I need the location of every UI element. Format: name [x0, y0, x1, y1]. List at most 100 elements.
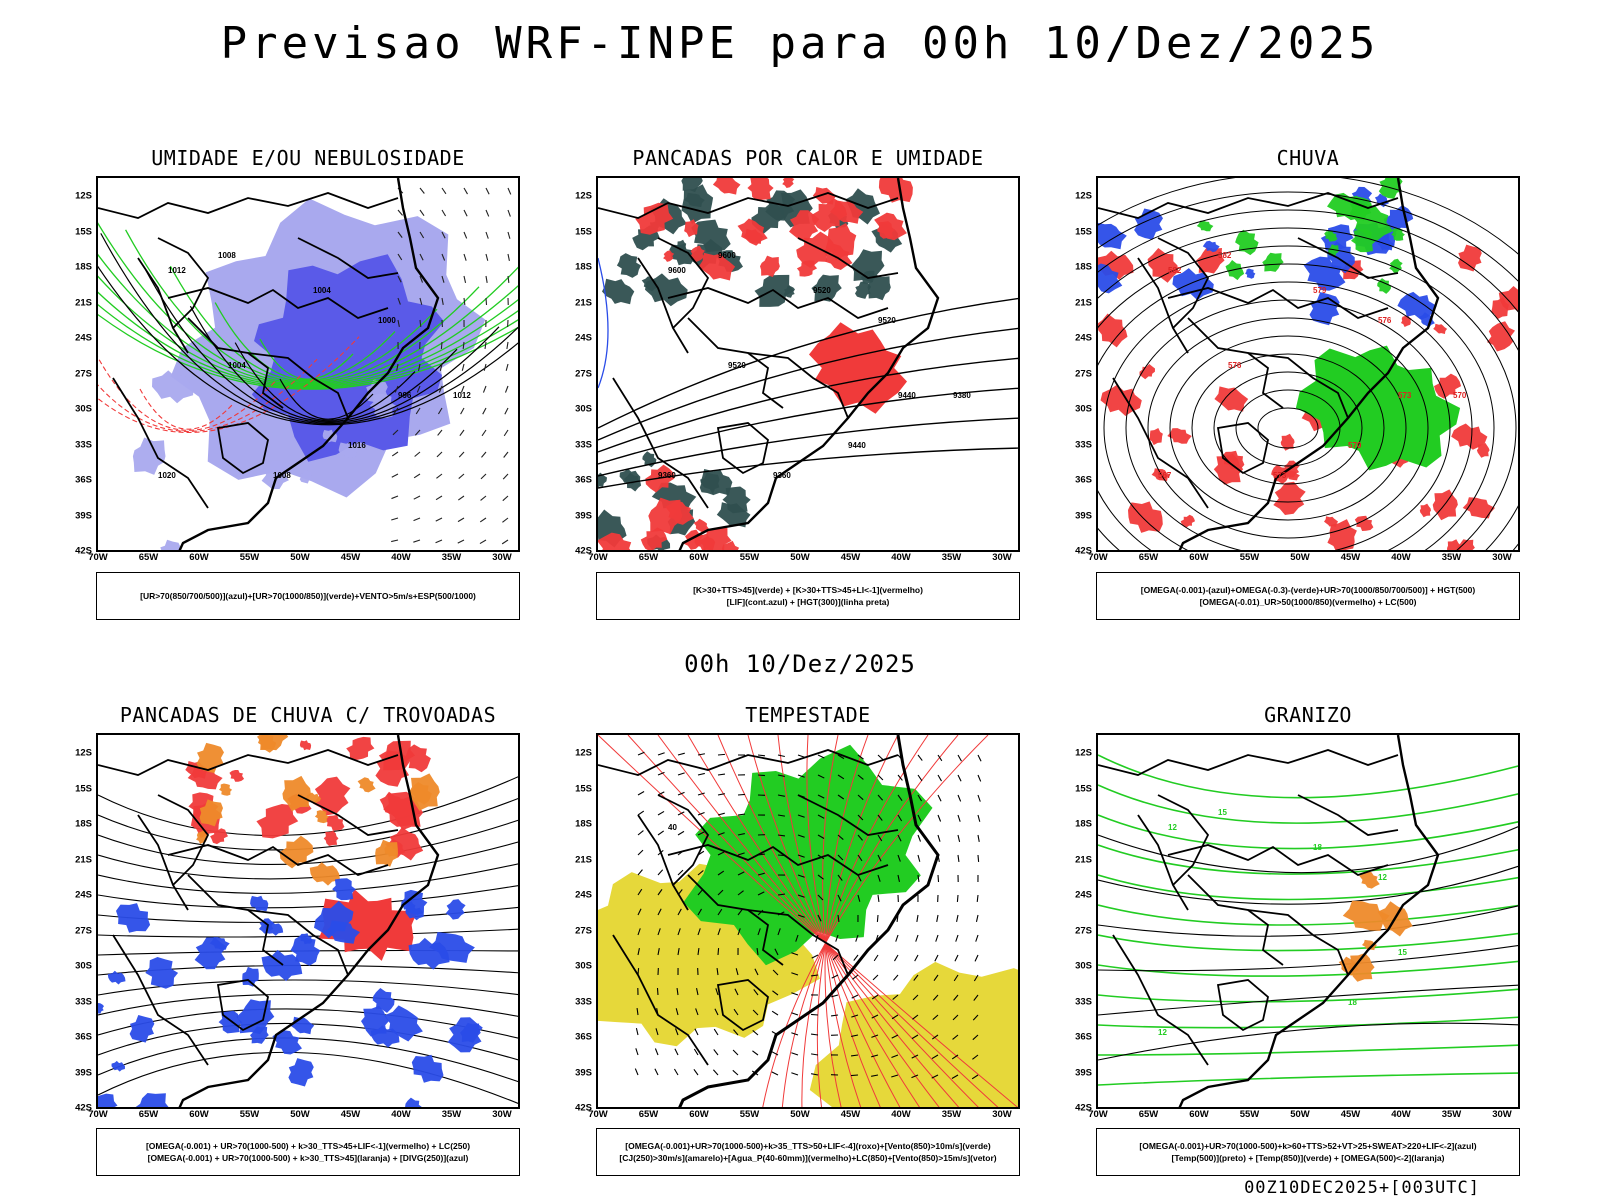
wind-vector [897, 834, 902, 842]
wind-vector [657, 771, 665, 776]
precip-patch [1280, 433, 1295, 451]
wind-vector [937, 774, 942, 782]
lon-tick-label: 40W [891, 552, 911, 563]
wind-vector [507, 253, 510, 261]
footer-stamp: 00Z10DEC2025+[003UTC] [1244, 1178, 1480, 1198]
precip-patch [663, 250, 675, 262]
wind-vector [717, 889, 724, 896]
legend-line: [LIF](cont.azul) + [HGT(300)](linha pret… [726, 597, 890, 607]
wind-vector [481, 429, 487, 437]
precip-patch [389, 827, 424, 861]
wind-vector [712, 1069, 719, 1076]
wind-vector [936, 914, 939, 922]
wind-vector [694, 1028, 699, 1036]
contour-label: 1016 [348, 441, 366, 450]
precip-patch [691, 219, 731, 253]
heavy-rain-area [1295, 345, 1461, 471]
wind-vector [972, 1054, 979, 1060]
precip-patch [783, 285, 795, 298]
precip-patch [323, 830, 339, 846]
contour-label: 573 [1398, 391, 1412, 400]
wind-vector [873, 954, 879, 962]
wind-vector [756, 947, 759, 956]
streamline [98, 993, 518, 1017]
longitude-axis: 70W 65W 60W 55W 50W 45W 40W 35W 30W [88, 552, 520, 566]
wind-vector [482, 385, 487, 393]
precip-patch [1342, 900, 1390, 931]
wind-vector [397, 209, 403, 216]
country-border [167, 844, 389, 876]
wind-vector [932, 1014, 939, 1021]
precip-patch [1476, 442, 1490, 458]
hgt500-contour [1103, 281, 1473, 550]
lat-tick-label: 42S [75, 545, 92, 557]
precip-patch [635, 202, 674, 235]
contour-label: 1000 [378, 316, 396, 325]
temp500-contour [1098, 945, 1518, 972]
contour-label: 15 [1398, 948, 1407, 957]
legend-line: [OMEGA(-0.001)-(azul)+OMEGA(-0.3)-(verde… [1140, 585, 1476, 595]
lon-tick-label: 65W [1138, 1109, 1159, 1120]
wind-vector [417, 363, 421, 371]
contour-label: 12 [1378, 873, 1387, 882]
lon-tick-label: 35W [941, 552, 962, 563]
hgt500-contour [1147, 317, 1429, 539]
precip-patch [460, 1022, 481, 1043]
hgt300-contour [598, 417, 1018, 477]
precip-patch [1487, 321, 1515, 352]
hgt300-contour [598, 447, 1018, 489]
panel-title: UMIDADE E/OU NEBULOSIDADE [151, 146, 465, 170]
lon-tick-label: 40W [891, 1109, 911, 1120]
wind-vector [752, 1009, 759, 1016]
wind-vector [737, 813, 746, 816]
map-canvas: 12 15 18 12 15 18 12 [1098, 735, 1518, 1107]
wind-vector [419, 253, 424, 261]
latitude-axis: 12S 15S 18S 21S 24S 27S 30S 33S 36S 39S 42S [1056, 176, 1092, 557]
wind-vector [810, 1013, 819, 1016]
lat-tick-label: 39S [1075, 1067, 1092, 1078]
wind-vector [676, 987, 679, 996]
wind-vector [713, 1049, 719, 1056]
coastline [178, 178, 440, 550]
wind-vector [440, 341, 443, 350]
lon-tick-label: 30W [492, 552, 512, 563]
country-border [297, 794, 399, 836]
latitude-axis: 12S 15S 18S 21S 24S 27S 30S 33S 36S 39S 42S [556, 733, 592, 1114]
wind-vector [419, 187, 425, 194]
wind-vector [757, 774, 766, 777]
wind-vector [937, 834, 941, 842]
precip-patch [684, 219, 699, 238]
wind-vector [817, 834, 825, 839]
lat-tick-label: 42S [75, 1102, 92, 1114]
country-border [112, 377, 209, 509]
precip-patch [1432, 489, 1458, 521]
wind-vector [459, 429, 465, 436]
longitude-axis: 70W 65W 60W 55W 50W 45W 40W 35W 30W [1088, 1109, 1520, 1123]
contour-line [145, 269, 500, 424]
contour-label: 15 [1218, 808, 1227, 817]
contour-line [279, 378, 374, 420]
wind-vector [634, 1068, 639, 1076]
contour-line [139, 388, 234, 430]
hgt500-contour [1098, 227, 1518, 550]
lon-tick-label: 40W [391, 552, 411, 563]
streamline [98, 863, 518, 894]
wind-vector [675, 1008, 679, 1016]
lat-tick-label: 27S [1075, 925, 1092, 936]
hgt500-contour [1191, 353, 1385, 503]
map-canvas [98, 735, 518, 1107]
wind-vector [916, 914, 919, 922]
legend-line: [K>30+TTS>45](verde) + [K>30+TTS>45+LI<-… [693, 585, 923, 595]
wind-vector [416, 385, 421, 393]
country-border [98, 749, 399, 776]
lon-tick-label: 65W [1138, 552, 1159, 563]
wind-vector [832, 954, 839, 961]
wind-vector [917, 854, 921, 862]
lon-tick-label: 40W [1391, 552, 1411, 563]
precip-patch [111, 1060, 125, 1072]
wind-vector [637, 849, 644, 856]
country-border [1137, 257, 1174, 329]
wind-vector [677, 948, 680, 956]
precip-patch [689, 245, 705, 263]
wind-vector [817, 774, 825, 779]
